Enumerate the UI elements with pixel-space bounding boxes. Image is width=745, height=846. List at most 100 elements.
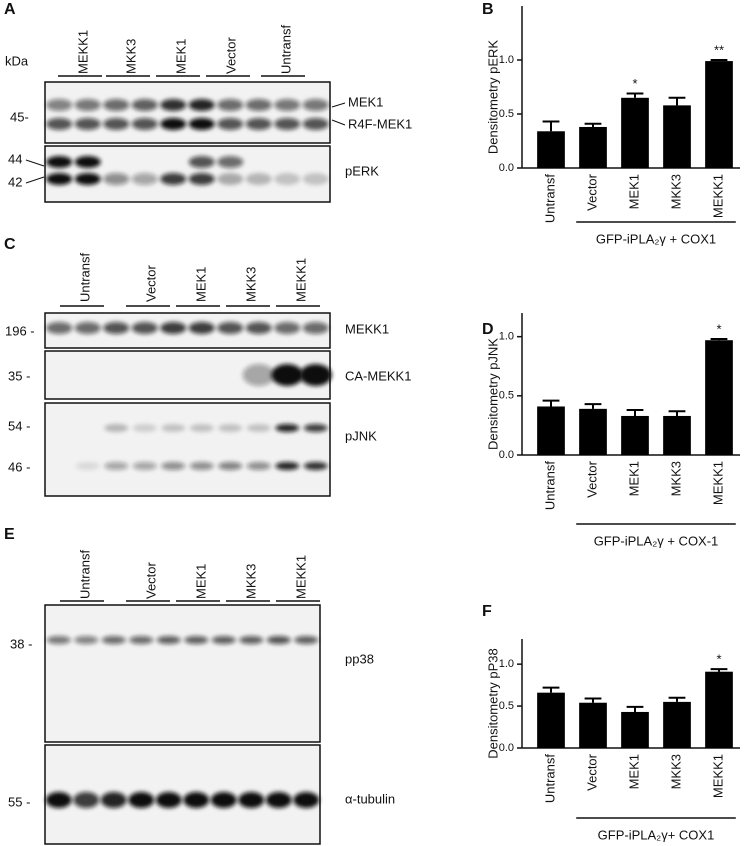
x-tick-label: MEKK1 bbox=[710, 461, 725, 505]
blot-band bbox=[271, 364, 304, 386]
blot-band bbox=[155, 792, 182, 808]
blot-band bbox=[74, 322, 101, 334]
error-bar bbox=[626, 705, 644, 712]
blot-band bbox=[46, 99, 73, 111]
bar bbox=[621, 415, 649, 455]
blot-band bbox=[217, 99, 244, 111]
blot-band bbox=[303, 424, 328, 432]
mw-marker: 38 - bbox=[10, 636, 32, 651]
blot-band bbox=[100, 792, 127, 808]
blot-band bbox=[46, 118, 73, 130]
blot-band bbox=[161, 424, 186, 432]
blot-band bbox=[156, 636, 181, 644]
blot-band bbox=[294, 636, 319, 644]
error-bar bbox=[542, 686, 560, 693]
blot-band bbox=[189, 462, 214, 470]
x-tick-label: Untransf bbox=[542, 174, 557, 224]
error-bar bbox=[584, 697, 602, 703]
x-tick-label: MKK3 bbox=[668, 461, 683, 496]
blot-band bbox=[46, 173, 73, 185]
blot-band bbox=[74, 636, 99, 644]
mw-marker: 35 - bbox=[8, 368, 30, 383]
mw-marker: 45- bbox=[10, 109, 29, 124]
bar bbox=[537, 131, 565, 168]
x-tick-label: Vector bbox=[584, 173, 599, 211]
blot-band bbox=[160, 118, 187, 130]
lane-label: MEKK1 bbox=[75, 30, 90, 74]
mw-marker: 44 bbox=[8, 151, 22, 166]
blot-band bbox=[245, 99, 272, 111]
lane-label: Untransf bbox=[278, 24, 293, 74]
lane-label: Untransf bbox=[77, 549, 92, 599]
panel-letter: B bbox=[482, 1, 494, 18]
error-bar bbox=[710, 668, 728, 672]
mw-marker: 46 - bbox=[8, 459, 30, 474]
lane-label: Vector bbox=[143, 561, 158, 599]
blot-band bbox=[160, 322, 187, 334]
x-tick-label: MKK3 bbox=[668, 754, 683, 789]
band-label: α-tubulin bbox=[345, 791, 395, 806]
blot-band bbox=[103, 99, 130, 111]
x-tick-label: Vector bbox=[584, 460, 599, 498]
group-label: GFP-iPLA₂γ + COX1 bbox=[596, 231, 716, 246]
blot-band bbox=[218, 462, 243, 470]
blot-band bbox=[210, 792, 237, 808]
blot-band bbox=[75, 462, 100, 470]
bar bbox=[663, 701, 691, 748]
x-tick-label: Vector bbox=[584, 753, 599, 791]
bar bbox=[621, 711, 649, 748]
lane-label: MEKK1 bbox=[293, 258, 308, 302]
blot-band bbox=[103, 322, 130, 334]
lane-label: MEK1 bbox=[193, 267, 208, 302]
error-bar bbox=[668, 696, 686, 702]
bar bbox=[579, 702, 607, 748]
error-bar bbox=[626, 92, 644, 98]
y-axis-label: Densitometry pERK bbox=[485, 40, 500, 154]
mw-marker: 196 - bbox=[5, 323, 35, 338]
blot-band bbox=[131, 173, 158, 185]
blot-band bbox=[74, 173, 101, 185]
blot-band bbox=[103, 118, 130, 130]
blot-band bbox=[189, 424, 214, 432]
lane-label: MKK3 bbox=[123, 39, 138, 74]
label-pointer bbox=[331, 102, 346, 108]
blot-band bbox=[74, 99, 101, 111]
blot-strip bbox=[44, 604, 321, 743]
blot-band bbox=[104, 424, 129, 432]
lane-label: Untransf bbox=[77, 252, 92, 302]
blot-band bbox=[274, 118, 301, 130]
blot-band bbox=[274, 173, 301, 185]
bar bbox=[663, 415, 691, 455]
x-tick-label: MEK1 bbox=[626, 174, 641, 209]
bar bbox=[537, 692, 565, 748]
y-axis-label: Densitometry pP38 bbox=[485, 648, 500, 759]
blot-band bbox=[242, 364, 275, 386]
panel-letter: E bbox=[4, 526, 15, 543]
blot-band bbox=[274, 99, 301, 111]
lane-label: MEKK1 bbox=[293, 555, 308, 599]
group-label: GFP-iPLA₂γ+ COX1 bbox=[598, 827, 715, 842]
blot-band bbox=[302, 322, 329, 334]
bar bbox=[579, 126, 607, 168]
blot-band bbox=[245, 173, 272, 185]
x-tick-label: MKK3 bbox=[668, 174, 683, 209]
band-label: pp38 bbox=[345, 651, 374, 666]
marker-pointer bbox=[25, 176, 45, 184]
x-tick-label: MEK1 bbox=[626, 754, 641, 789]
band-label: R4F-MEK1 bbox=[348, 116, 412, 131]
blot-band bbox=[188, 118, 215, 130]
y-tick-label: 0.5 bbox=[499, 700, 514, 712]
y-tick-label: 1.0 bbox=[499, 658, 514, 670]
panel-letter: F bbox=[482, 603, 492, 620]
blot-band bbox=[218, 424, 243, 432]
blot-band bbox=[265, 792, 292, 808]
lane-label: MKK3 bbox=[243, 267, 258, 302]
y-tick-label: 1.0 bbox=[499, 54, 514, 66]
blot-band bbox=[217, 173, 244, 185]
lane-label: Vector bbox=[143, 264, 158, 302]
blot-band bbox=[131, 99, 158, 111]
bar bbox=[579, 408, 607, 455]
blot-band bbox=[217, 118, 244, 130]
blot-band bbox=[188, 156, 215, 168]
